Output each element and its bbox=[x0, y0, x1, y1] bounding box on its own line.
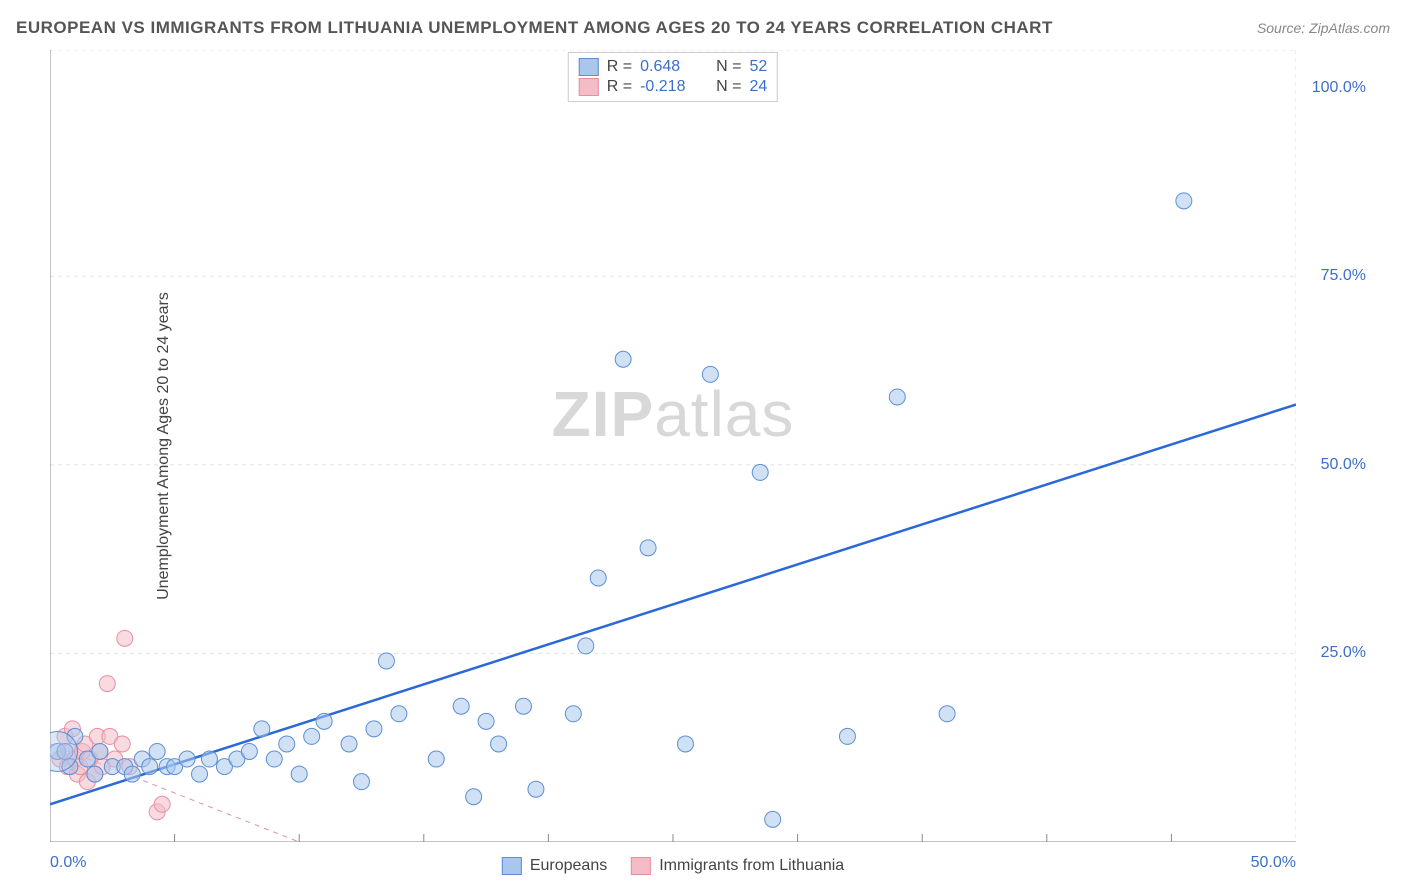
swatch-europeans bbox=[579, 58, 599, 76]
legend-row-lithuania: R = -0.218 N = 24 bbox=[579, 77, 767, 97]
x-tick-label: 50.0% bbox=[1251, 854, 1296, 872]
legend-item-lithuania: Immigrants from Lithuania bbox=[631, 857, 844, 875]
source-attribution: Source: ZipAtlas.com bbox=[1257, 20, 1390, 36]
x-tick-label: 0.0% bbox=[50, 854, 86, 872]
scatter-chart: ZIPatlas R = 0.648 N = 52 R = -0.218 N =… bbox=[50, 50, 1296, 842]
y-tick-label: 75.0% bbox=[1321, 267, 1366, 285]
swatch-lithuania bbox=[579, 78, 599, 96]
y-tick-label: 25.0% bbox=[1321, 644, 1366, 662]
y-tick-label: 50.0% bbox=[1321, 456, 1366, 474]
correlation-legend: R = 0.648 N = 52 R = -0.218 N = 24 bbox=[568, 52, 778, 102]
y-tick-label: 100.0% bbox=[1312, 79, 1366, 97]
series-legend: Europeans Immigrants from Lithuania bbox=[502, 857, 844, 875]
swatch-lithuania-icon bbox=[631, 857, 651, 875]
plot-area bbox=[50, 50, 1296, 842]
legend-item-europeans: Europeans bbox=[502, 857, 607, 875]
swatch-europeans-icon bbox=[502, 857, 522, 875]
chart-title: EUROPEAN VS IMMIGRANTS FROM LITHUANIA UN… bbox=[16, 18, 1053, 38]
legend-row-europeans: R = 0.648 N = 52 bbox=[579, 57, 767, 77]
